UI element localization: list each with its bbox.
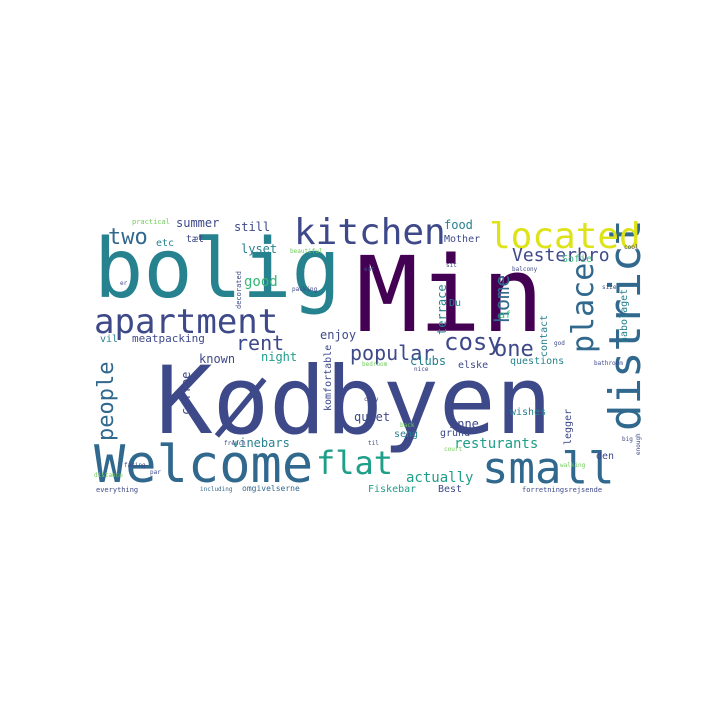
word-nice: nice bbox=[414, 366, 429, 373]
word-clubs: clubs bbox=[410, 354, 447, 368]
word-beautiful: beautiful bbox=[290, 248, 323, 255]
word-enough: enough bbox=[635, 433, 642, 455]
word-vesterbro: Vesterbro bbox=[512, 245, 610, 266]
word-sofie: Sofie bbox=[562, 254, 593, 265]
word-questions: questions bbox=[510, 356, 565, 367]
word-known: known bbox=[199, 352, 236, 366]
word-back: back bbox=[400, 422, 415, 429]
word-wishes: wishes bbox=[510, 407, 547, 418]
word-etc: etc bbox=[156, 238, 175, 249]
word-decorated: decorated bbox=[235, 271, 243, 309]
word-par: par bbox=[150, 469, 161, 476]
word-sit: sit bbox=[446, 262, 457, 269]
word-court: court bbox=[444, 446, 463, 453]
word-including: including bbox=[200, 486, 233, 493]
word-packing: packing bbox=[292, 286, 318, 293]
word-apartment: apartment bbox=[94, 302, 279, 342]
word-omgivelserne: omgivelserne bbox=[242, 484, 300, 493]
word-balcony: balcony bbox=[512, 266, 538, 273]
word-rent: rent bbox=[236, 331, 285, 355]
word-anne: Anne bbox=[450, 417, 479, 431]
word-terrace: terrace bbox=[435, 284, 449, 335]
word-forretningsrejsende: forretningsrejsende bbox=[522, 486, 603, 494]
word-elske: elske bbox=[458, 360, 489, 371]
word-lyset: lyset bbox=[241, 242, 278, 256]
word-mother: Mother bbox=[444, 234, 481, 245]
word-bathroom: bathroom bbox=[594, 360, 623, 367]
word-den: den bbox=[596, 451, 615, 462]
word-komfortable: komfortable bbox=[323, 344, 334, 411]
word-everything: everything bbox=[96, 486, 139, 494]
word-seng: seng bbox=[394, 429, 419, 440]
word-nabolaget: nabolaget bbox=[619, 288, 630, 343]
word-walking: walking bbox=[560, 462, 586, 469]
word-coffee: coffee bbox=[179, 371, 193, 415]
word-kødbyen: Kødbyen bbox=[156, 347, 553, 456]
word-night: night bbox=[261, 350, 298, 364]
word-enjoy: enjoy bbox=[320, 328, 357, 342]
word-grund: grund bbox=[440, 428, 471, 439]
word-bolig: bolig bbox=[94, 222, 341, 317]
word-two: two bbox=[108, 225, 148, 250]
word-french: french bbox=[224, 440, 246, 447]
word-flat: flat bbox=[316, 444, 394, 482]
word-cloud: Kødbyen Min bolig Welcome small district kitch… bbox=[94, 215, 644, 500]
word-food: food bbox=[444, 218, 473, 232]
word-welcome: Welcome bbox=[94, 435, 314, 495]
word-legger: legger bbox=[563, 408, 574, 445]
word-vinebars: vinebars bbox=[232, 436, 290, 450]
word-best: Best bbox=[438, 484, 463, 495]
word-distance: distance bbox=[94, 472, 123, 479]
word-meatpacking: meatpacking bbox=[132, 332, 205, 345]
word-du: Du bbox=[449, 298, 462, 309]
word-fiskebar: Fiskebar bbox=[368, 484, 417, 495]
word-one: one bbox=[494, 337, 534, 362]
word-resturants: resturants bbox=[454, 436, 539, 452]
word-bedroom: bedroom bbox=[362, 361, 388, 368]
word-facing: facing bbox=[124, 462, 146, 469]
word-cozy: cozy bbox=[364, 396, 379, 403]
word-er: er bbox=[120, 280, 128, 287]
word-actually: actually bbox=[406, 470, 474, 486]
word-tæt: tæt bbox=[186, 234, 205, 245]
word-til: til bbox=[368, 440, 379, 447]
word-summer: summer bbox=[176, 216, 220, 230]
word-still: still bbox=[234, 220, 271, 234]
word-good: good bbox=[244, 274, 278, 290]
word-cool: cool bbox=[624, 244, 639, 251]
word-big: big bbox=[622, 436, 633, 443]
word-people: people bbox=[94, 361, 119, 441]
word-god: god bbox=[554, 340, 565, 347]
word-place: place bbox=[566, 262, 601, 353]
word-size: size bbox=[602, 284, 617, 291]
word-located: located bbox=[489, 216, 641, 257]
word-practical: practical bbox=[132, 218, 170, 226]
word-cosy: cosy bbox=[444, 328, 502, 356]
word-min: Min bbox=[356, 234, 544, 356]
word-contact: contact bbox=[539, 314, 550, 357]
word-quiet: quiet bbox=[354, 410, 391, 424]
word-kitchen: kitchen bbox=[294, 215, 446, 253]
word-af: af bbox=[499, 310, 512, 321]
word-popular: popular bbox=[350, 341, 435, 365]
word-vil: vil bbox=[100, 334, 119, 345]
word-eat: eat bbox=[364, 266, 375, 273]
word-small: small bbox=[482, 443, 615, 494]
